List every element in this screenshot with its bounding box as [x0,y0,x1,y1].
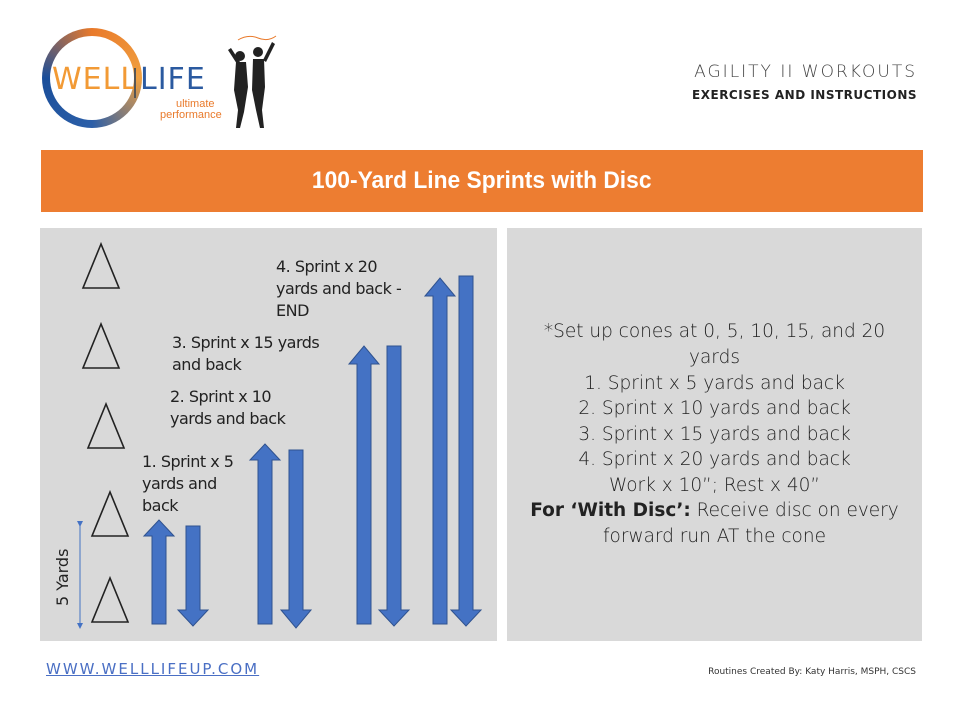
step-4-line-1: 4. Sprint x 20 [276,257,378,276]
return-arrow-1 [176,525,210,627]
step-1-line-3: back [142,496,179,515]
instructions-panel: *Set up cones at 0, 5, 10, 15, and 20 ya… [507,228,922,641]
forward-arrow-2 [248,443,282,625]
forward-arrow-1 [142,519,176,625]
cone-icon [90,489,130,537]
return-arrow-2 [279,449,313,629]
cone-icon [81,321,121,369]
instruction-setup: *Set up cones at 0, 5, 10, 15, and 20 [543,321,886,343]
website-link[interactable]: WWW.WELLLIFEUP.COM [46,660,260,678]
logo-tagline-1: ultimate [176,98,215,110]
welllife-logo: WELL LIFE ultimate performance [40,28,280,140]
logo-word-well: WELL [52,62,139,97]
instruction-step-3: 3. Sprint x 15 yards and back [578,423,851,445]
sprint-diagram: 5 Yards [53,241,483,629]
instruction-step-2: 2. Sprint x 10 yards and back [578,398,851,420]
title-banner: 100-Yard Line Sprints with Disc [41,150,923,212]
instruction-step-1: 1. Sprint x 5 yards and back [584,372,845,394]
step-2-line-2: yards and back [170,409,286,428]
instruction-disc: For ‘With Disc’: Receive disc on every [520,498,910,524]
step-label-1: 1. Sprint x 5 yards and back [142,451,234,517]
step-4-line-2: yards and back - [276,279,402,298]
banner-title: 100-Yard Line Sprints with Disc [312,167,652,194]
return-arrow-4 [449,275,483,627]
step-2-line-1: 2. Sprint x 10 [170,387,272,406]
cone-icon [86,401,126,449]
author-credit: Routines Created By: Katy Harris, MSPH, … [708,667,916,677]
instruction-disc-cont: forward run AT the cone [603,526,826,548]
cone-icon [81,241,121,289]
step-label-3: 3. Sprint x 15 yards and back [172,332,320,376]
step-1-line-2: yards and [142,474,217,493]
step-4-line-3: END [276,301,309,320]
logo-separator [134,68,136,98]
instruction-setup-cont: yards [689,346,740,368]
instruction-disc-text: Receive disc on every [690,500,899,522]
instruction-disc-label: For ‘With Disc’: [530,500,691,522]
forward-arrow-3 [347,345,381,625]
header-title: AGILITY II WORKOUTS [694,62,917,82]
logo-ring-icon [42,28,142,128]
header-subtitle: EXERCISES AND INSTRUCTIONS [692,88,917,102]
step-label-4: 4. Sprint x 20 yards and back - END [276,256,402,322]
step-3-line-1: 3. Sprint x 15 yards [172,333,320,352]
forward-arrow-4 [423,277,457,625]
return-arrow-3 [377,345,411,627]
instruction-step-4: 4. Sprint x 20 yards and back [578,449,851,471]
step-1-line-1: 1. Sprint x 5 [142,452,234,471]
diagram-panel: 5 Yards 4. Sprint x 20 yards and back - … [40,228,497,641]
instruction-work-rest: Work x 10”; Rest x 40” [609,474,820,496]
distance-label: 5 Yards [53,549,72,606]
cone-icon [90,575,130,623]
players-silhouette-icon [228,35,277,128]
instructions-text: *Set up cones at 0, 5, 10, 15, and 20 ya… [520,319,910,549]
step-label-2: 2. Sprint x 10 yards and back [170,386,286,430]
logo-word-life: LIFE [140,62,206,97]
step-3-line-2: and back [172,355,242,374]
logo-tagline-2: performance [160,109,222,121]
